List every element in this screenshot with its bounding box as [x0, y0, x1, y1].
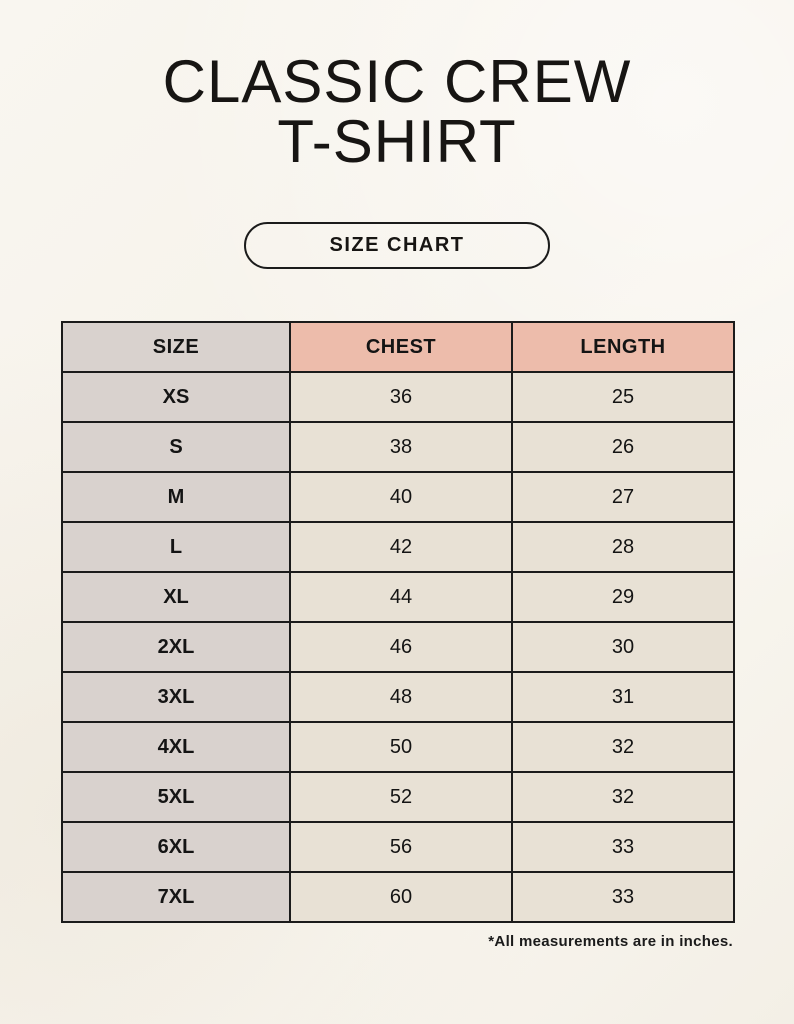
- size-table-head: SIZE CHEST LENGTH: [61, 321, 735, 373]
- table-row: XS 36 25: [61, 371, 735, 423]
- badge-container: SIZE CHART: [0, 222, 794, 269]
- length-value-cell: 30: [511, 621, 735, 673]
- size-label-cell: XL: [61, 571, 291, 623]
- chest-value-cell: 42: [289, 521, 513, 573]
- size-table-container: SIZE CHEST LENGTH XS 36 25 S 38 26 M 40 …: [61, 321, 735, 923]
- table-row: 4XL 50 32: [61, 721, 735, 773]
- header-row: SIZE CHEST LENGTH: [61, 321, 735, 373]
- page-title: CLASSIC CREW T-SHIRT: [0, 0, 794, 172]
- table-row: 5XL 52 32: [61, 771, 735, 823]
- chest-value-cell: 38: [289, 421, 513, 473]
- page-title-line-1: CLASSIC CREW: [162, 48, 632, 115]
- table-row: L 42 28: [61, 521, 735, 573]
- size-label-cell: 7XL: [61, 871, 291, 923]
- size-label-cell: XS: [61, 371, 291, 423]
- size-label-cell: 4XL: [61, 721, 291, 773]
- size-label-cell: 6XL: [61, 821, 291, 873]
- chest-value-cell: 44: [289, 571, 513, 623]
- column-header-chest: CHEST: [289, 321, 513, 373]
- table-row: 7XL 60 33: [61, 871, 735, 923]
- chest-value-cell: 40: [289, 471, 513, 523]
- size-label-cell: M: [61, 471, 291, 523]
- size-label-cell: 5XL: [61, 771, 291, 823]
- length-value-cell: 32: [511, 721, 735, 773]
- table-row: 6XL 56 33: [61, 821, 735, 873]
- size-chart-badge: SIZE CHART: [244, 222, 550, 269]
- measurements-footnote: *All measurements are in inches.: [488, 933, 733, 950]
- size-label-cell: 2XL: [61, 621, 291, 673]
- length-value-cell: 25: [511, 371, 735, 423]
- size-label-cell: 3XL: [61, 671, 291, 723]
- column-header-length: LENGTH: [511, 321, 735, 373]
- chest-value-cell: 46: [289, 621, 513, 673]
- size-label-cell: L: [61, 521, 291, 573]
- length-value-cell: 28: [511, 521, 735, 573]
- length-value-cell: 27: [511, 471, 735, 523]
- chest-value-cell: 50: [289, 721, 513, 773]
- chest-value-cell: 60: [289, 871, 513, 923]
- table-row: M 40 27: [61, 471, 735, 523]
- length-value-cell: 32: [511, 771, 735, 823]
- chest-value-cell: 56: [289, 821, 513, 873]
- chest-value-cell: 36: [289, 371, 513, 423]
- length-value-cell: 31: [511, 671, 735, 723]
- size-table-body: XS 36 25 S 38 26 M 40 27 L 42 28 XL 44 2…: [61, 371, 735, 923]
- table-row: XL 44 29: [61, 571, 735, 623]
- length-value-cell: 29: [511, 571, 735, 623]
- length-value-cell: 33: [511, 821, 735, 873]
- table-row: 3XL 48 31: [61, 671, 735, 723]
- chest-value-cell: 48: [289, 671, 513, 723]
- page-title-line-2: T-SHIRT: [277, 108, 517, 175]
- size-table: SIZE CHEST LENGTH XS 36 25 S 38 26 M 40 …: [61, 321, 735, 923]
- size-label-cell: S: [61, 421, 291, 473]
- table-row: 2XL 46 30: [61, 621, 735, 673]
- chest-value-cell: 52: [289, 771, 513, 823]
- length-value-cell: 33: [511, 871, 735, 923]
- column-header-size: SIZE: [61, 321, 291, 373]
- table-row: S 38 26: [61, 421, 735, 473]
- length-value-cell: 26: [511, 421, 735, 473]
